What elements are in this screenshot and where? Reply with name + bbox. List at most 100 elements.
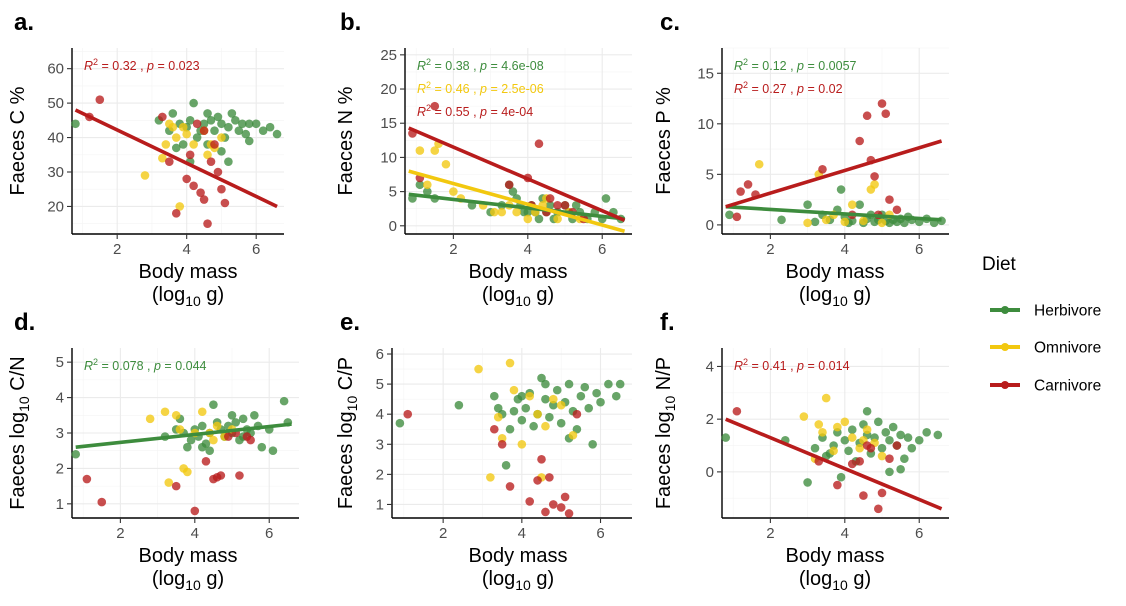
point-herbivore — [199, 119, 209, 129]
point-herbivore — [489, 391, 499, 401]
point-omnivore — [183, 467, 192, 477]
point-herbivore — [888, 422, 898, 432]
point-carnivore — [859, 491, 868, 500]
point-omnivore — [814, 420, 824, 429]
point-carnivore — [877, 99, 887, 108]
point-carnivore — [199, 126, 209, 135]
y-tick-label: 2 — [706, 411, 714, 428]
point-carnivore — [534, 139, 544, 149]
point-herbivore — [847, 425, 857, 435]
point-omnivore — [197, 407, 207, 417]
point-herbivore — [192, 133, 202, 142]
point-carnivore — [210, 140, 219, 149]
x-tick-label: 6 — [265, 525, 273, 542]
x-tick-label: 2 — [449, 241, 457, 258]
point-carnivore — [553, 200, 562, 210]
point-herbivore — [509, 406, 519, 416]
point-herbivore — [272, 129, 282, 139]
point-herbivore — [611, 391, 621, 401]
panel-e: e. 2 4 6 1 2 3 4 5 6 Body mass(log10 g) Faeces log1… — [335, 309, 632, 593]
point-herbivore — [534, 214, 544, 224]
point-herbivore — [257, 442, 267, 452]
point-carnivore — [866, 443, 876, 453]
legend: Diet Herbivore Omnivore Carnivore — [982, 254, 1101, 395]
point-omnivore — [754, 159, 764, 169]
legend-item-omnivore: Omnivore — [990, 340, 1101, 357]
y-tick-label: 30 — [47, 164, 64, 181]
y-axis-label: Faeces N % — [335, 86, 357, 195]
legend-key-point — [1001, 306, 1009, 314]
y-tick-label: 5 — [389, 184, 397, 201]
point-herbivore — [186, 435, 196, 445]
point-herbivore — [873, 417, 883, 427]
point-omnivore — [171, 410, 181, 420]
point-herbivore — [576, 391, 586, 401]
point-carnivore — [203, 219, 212, 228]
fit-line-carnivore — [725, 139, 943, 209]
point-carnivore — [736, 187, 745, 196]
point-omnivore — [568, 430, 578, 440]
point-carnivore — [190, 506, 200, 516]
x-axis-label: Body mass — [469, 545, 568, 567]
point-herbivore — [210, 126, 219, 135]
point-carnivore — [189, 181, 198, 191]
point-carnivore — [556, 503, 566, 512]
y-tick-label: 2 — [56, 460, 64, 477]
point-herbivore — [197, 421, 207, 431]
x-axis-label: Body mass — [139, 261, 238, 283]
x-tick-label: 6 — [915, 241, 923, 258]
point-herbivore — [224, 157, 233, 166]
x-axis-unit-label: (log10 g) — [799, 568, 871, 593]
panel-label: f. — [660, 309, 675, 336]
y-tick-label: 1 — [376, 496, 384, 513]
stat-label-carnivore: R2 = 0.32 , p = 0.023 — [84, 57, 200, 73]
x-axis-label: Body mass — [139, 545, 238, 567]
point-herbivore — [922, 428, 931, 437]
points — [71, 396, 293, 516]
points — [725, 99, 946, 228]
point-herbivore — [185, 116, 195, 125]
point-herbivore — [885, 435, 894, 445]
y-tick-label: 0 — [706, 217, 714, 234]
y-tick-label: 2 — [376, 466, 384, 483]
point-carnivore — [870, 172, 879, 181]
point-omnivore — [870, 180, 879, 189]
point-carnivore — [549, 500, 558, 509]
point-herbivore — [213, 112, 223, 122]
points — [71, 95, 282, 228]
point-omnivore — [441, 159, 451, 169]
panel-label: d. — [14, 309, 35, 336]
point-herbivore — [244, 119, 254, 129]
point-omnivore — [161, 140, 171, 149]
point-omnivore — [523, 214, 533, 224]
y-axis-label: Faeces P % — [653, 87, 675, 195]
point-herbivore — [881, 428, 891, 437]
x-axis-unit-label: (log10 g) — [799, 284, 871, 309]
legend-title: Diet — [982, 254, 1017, 275]
y-tick-label: 50 — [47, 95, 64, 112]
point-carnivore — [220, 198, 230, 208]
point-omnivore — [556, 400, 566, 410]
panel-f: f. 2 4 6 0 2 4 Body mass(log10 g) Faeces log10 N… — [653, 309, 949, 593]
panel-label: e. — [340, 309, 360, 336]
point-herbivore — [183, 442, 192, 452]
point-herbivore — [900, 454, 909, 463]
point-carnivore — [158, 112, 167, 122]
x-tick-label: 4 — [191, 525, 199, 542]
point-herbivore — [171, 143, 181, 153]
point-omnivore — [533, 409, 542, 419]
x-tick-label: 6 — [598, 241, 606, 258]
point-herbivore — [877, 443, 887, 453]
point-carnivore — [246, 435, 255, 445]
point-omnivore — [840, 217, 850, 227]
point-omnivore — [829, 446, 838, 456]
point-herbivore — [615, 379, 625, 389]
y-tick-label: 60 — [47, 61, 64, 78]
point-herbivore — [415, 180, 425, 190]
y-axis-label: Faeces log10 N/P — [653, 357, 678, 509]
point-carnivore — [182, 174, 191, 184]
x-tick-label: 2 — [113, 241, 121, 258]
point-carnivore — [165, 157, 174, 166]
point-carnivore — [504, 180, 514, 190]
